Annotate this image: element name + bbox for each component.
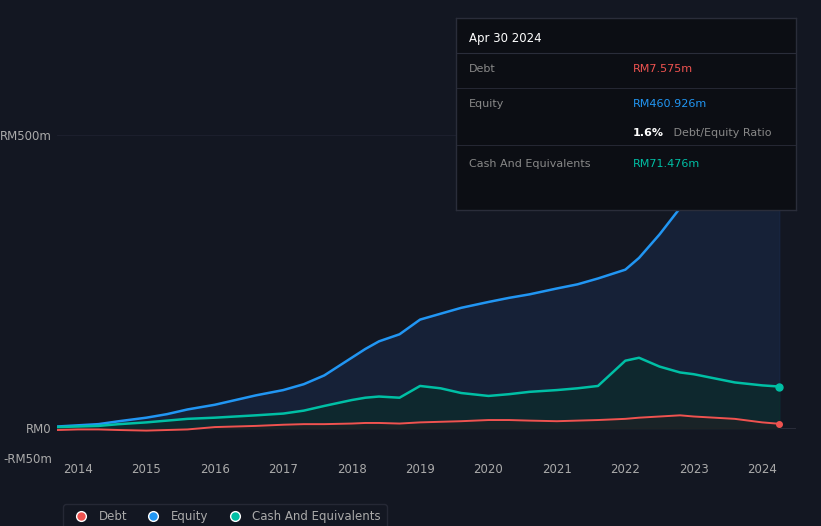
Legend: Debt, Equity, Cash And Equivalents: Debt, Equity, Cash And Equivalents	[63, 504, 387, 526]
Text: RM460.926m: RM460.926m	[633, 99, 707, 109]
Text: Cash And Equivalents: Cash And Equivalents	[470, 158, 591, 168]
Text: Equity: Equity	[470, 99, 505, 109]
Text: Apr 30 2024: Apr 30 2024	[470, 32, 542, 45]
Text: RM71.476m: RM71.476m	[633, 158, 700, 168]
Text: Debt/Equity Ratio: Debt/Equity Ratio	[670, 128, 772, 138]
Text: 1.6%: 1.6%	[633, 128, 664, 138]
Text: RM7.575m: RM7.575m	[633, 65, 693, 75]
Text: Debt: Debt	[470, 65, 496, 75]
